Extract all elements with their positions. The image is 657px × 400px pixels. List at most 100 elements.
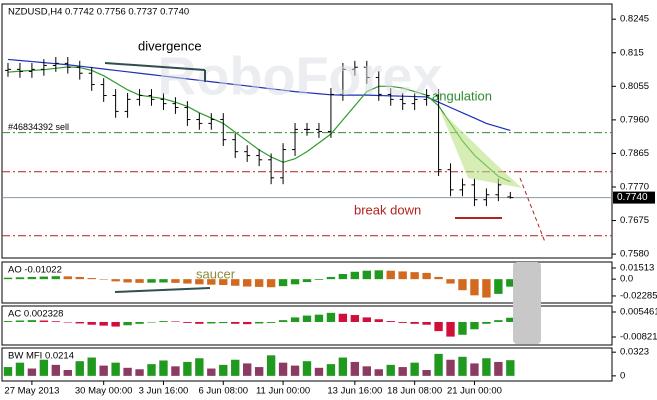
indicator-bar [3,277,13,280]
indicator-bar [15,320,25,322]
y-tick-label: 0.0323 [620,347,649,358]
indicator-bar [446,279,455,284]
indicator-bar [482,321,491,324]
indicator-bar [51,276,61,280]
indicator-bar [326,312,336,322]
indicator-bar [39,276,49,280]
annotation: angulation [432,88,492,103]
last-price-box [613,191,655,204]
indicator-bar [302,279,312,283]
indicator-bar [123,321,132,326]
indicator-bar [254,279,264,287]
indicator-bar [422,370,431,376]
y-tick-label: 0.7770 [620,182,649,193]
y-tick-label: 0.8055 [620,81,649,92]
x-tick-label: 11 Jun 00:00 [256,386,310,397]
indicator-bar [482,358,491,376]
indicator-bar [111,279,120,282]
indicator-bar [506,279,515,287]
indicator-bar [506,317,515,322]
indicator-bar [446,321,455,337]
indicator-bar [243,279,252,287]
indicator-bar [494,279,503,294]
indicator-bar [123,367,132,376]
indicator-bar [99,321,108,326]
indicator-bar [231,321,240,324]
indicator-bar [183,279,192,284]
indicator-bar [207,321,216,324]
indicator-bar [99,279,108,280]
annotation: saucer [196,266,236,281]
panel-title: BW MFI 0.0214 [8,351,74,362]
indicator-bar [51,364,61,376]
indicator-bar [243,363,252,376]
indicator-bar [231,359,240,376]
indicator-bar [171,279,180,283]
level-label: #46834392 sell [8,122,69,132]
x-tick-label: 21 Jun 00:00 [447,386,502,397]
indicator-bar [314,279,324,280]
indicator-bar [362,270,371,280]
divergence-line [104,62,206,71]
panel-frame [1,305,613,346]
indicator-bar [87,278,96,280]
indicator-bar [362,317,371,322]
indicator-bar [254,321,264,324]
indicator-bar [266,321,276,323]
indicator-bar [266,279,276,288]
indicator-bar [219,321,228,324]
indicator-bar [470,363,479,376]
indicator-bar [374,319,383,322]
panel-frame [1,347,613,382]
indicator-bar [219,364,228,376]
y-tick-label: 0.815 [620,47,644,58]
panel-frame [1,3,613,259]
indicator-bar [314,314,324,322]
indicator-bar [290,365,300,376]
indicator-bar [458,356,467,376]
indicator-bar [326,364,336,376]
indicator-bar [87,321,96,325]
indicator-bar [458,321,467,335]
indicator-bar [195,279,204,285]
indicator-bar [195,321,204,324]
indicator-bar [99,365,108,376]
indicator-bar [470,321,479,330]
indicator-bar [111,321,120,327]
indicator-bar [302,315,312,322]
indicator-bar [434,353,443,376]
indicator-bar [135,279,144,283]
indicator-bar [494,320,503,322]
indicator-bar [386,321,395,322]
indicator-bar [362,366,371,376]
indicator-bar [350,361,360,376]
indicator-bar [434,276,443,280]
projection-line [519,177,546,243]
y-tick-label: 0.0 [620,274,633,285]
indicator-bar [290,279,300,285]
indicator-bar [27,320,37,322]
indicator-bar [135,321,144,324]
indicator-bar [135,369,144,376]
indicator-bar [338,313,348,322]
indicator-bar [183,321,192,323]
indicator-bar [75,361,84,376]
indicator-bar [410,321,419,324]
indicator-bar [63,321,72,323]
indicator-bar [3,367,13,376]
indicator-bar [434,321,443,332]
y-tick-label: -0.00821 [620,332,657,343]
indicator-bar [338,357,348,376]
x-tick-label: 30 May 00:00 [75,386,133,397]
panel-title: NZDUSD,H4 0.7742 0.7756 0.7737 0.7740 [8,7,189,18]
indicator-bar [386,364,395,376]
y-tick-label: 0.7580 [620,249,649,260]
saucer-line [114,287,211,293]
indicator-bar [374,270,383,280]
indicator-bar [3,321,13,322]
indicator-bar [159,279,168,283]
indicator-bar [63,276,72,280]
indicator-bar [398,321,407,323]
